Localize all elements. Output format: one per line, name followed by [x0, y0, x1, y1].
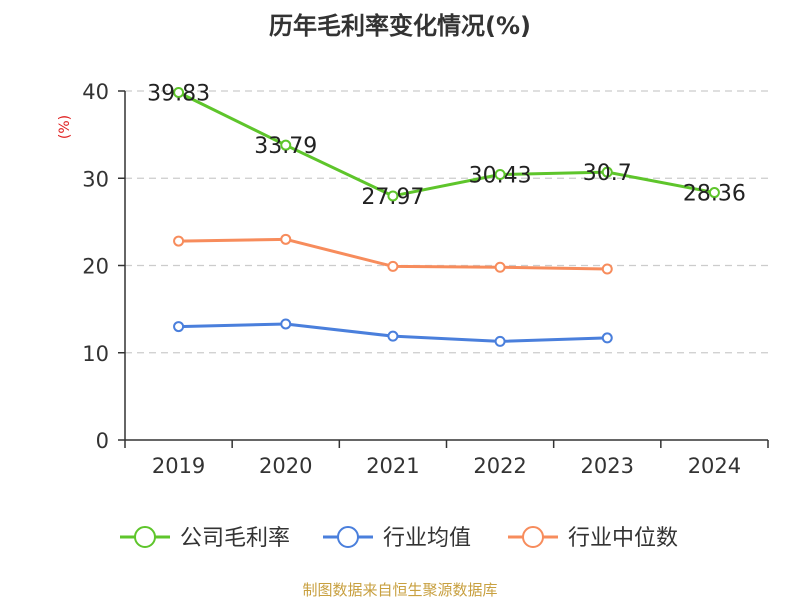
data-point [494, 168, 506, 180]
y-axis-label: (%) [57, 115, 73, 139]
x-tick-label: 2024 [688, 454, 741, 478]
data-label: 33.79 [254, 134, 317, 159]
x-tick-label: 2023 [581, 454, 634, 478]
data-point [494, 335, 506, 347]
legend-label: 行业中位数 [568, 526, 678, 551]
legend-item-1[interactable]: 行业均值 [323, 526, 471, 551]
data-point [601, 332, 613, 344]
data-label: 30.43 [469, 163, 532, 188]
grid-lines [125, 90, 768, 354]
data-label: 27.97 [361, 185, 424, 210]
y-tick-label: 20 [82, 255, 109, 279]
legend-marker [134, 526, 156, 548]
x-tick-label: 2022 [473, 454, 526, 478]
x-tick-label: 2021 [366, 454, 419, 478]
data-point [173, 86, 185, 98]
series-line-0 [177, 91, 715, 198]
legend[interactable]: 公司毛利率 行业均值 行业中位数 [120, 526, 678, 551]
data-point [173, 235, 185, 247]
series-layer: 39.83 33.79 27.97 30.43 30.7 28.36 [147, 81, 746, 347]
data-point [280, 233, 292, 245]
data-point [601, 166, 613, 178]
y-tick-label: 0 [96, 429, 109, 453]
legend-marker [337, 526, 359, 548]
data-point [173, 321, 185, 333]
data-label: 39.83 [147, 81, 210, 106]
legend-item-2[interactable]: 行业中位数 [508, 526, 678, 551]
data-point [387, 260, 399, 272]
data-point [601, 263, 613, 275]
y-tick-label: 10 [82, 342, 109, 366]
y-tick-label: 40 [82, 80, 109, 104]
y-tick-label: 30 [82, 167, 109, 191]
data-point [708, 187, 720, 199]
data-point [387, 190, 399, 202]
data-point [280, 318, 292, 330]
series-2 [173, 233, 613, 275]
data-label: 28.36 [683, 182, 746, 207]
x-tick-label: 2019 [152, 454, 205, 478]
axes: 0 10 20 30 40 2019 2020 2021 2022 2023 2024 [82, 80, 769, 478]
data-label: 30.7 [583, 161, 632, 186]
series-1 [173, 318, 613, 347]
data-point [280, 139, 292, 151]
legend-item-0[interactable]: 公司毛利率 [120, 526, 290, 551]
series-0: 39.83 33.79 27.97 30.43 30.7 28.36 [147, 81, 746, 209]
source-note: 制图数据来自恒生聚源数据库 [302, 581, 497, 599]
legend-label: 行业均值 [383, 526, 471, 551]
data-point [494, 261, 506, 273]
legend-label: 公司毛利率 [180, 526, 290, 551]
legend-marker [522, 526, 544, 548]
x-tick-label: 2020 [259, 454, 312, 478]
chart-title: 历年毛利率变化情况(%) [269, 12, 531, 40]
data-point [387, 330, 399, 342]
